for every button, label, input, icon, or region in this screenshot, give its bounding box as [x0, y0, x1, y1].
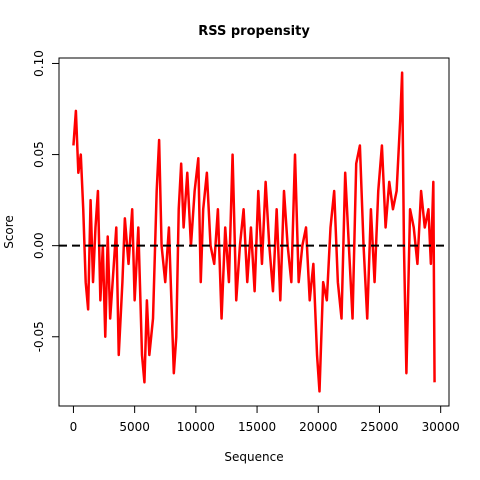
x-tick-label: 0: [70, 420, 78, 434]
x-tick-label: 20000: [299, 420, 337, 434]
x-tick-label: 15000: [238, 420, 276, 434]
y-tick-label: -0.05: [32, 321, 46, 352]
chart-title: RSS propensity: [198, 24, 310, 39]
y-tick-label: 0.00: [32, 232, 46, 259]
x-tick-label: 25000: [360, 420, 398, 434]
y-tick-label: 0.10: [32, 50, 46, 77]
y-axis-label: Score: [2, 215, 16, 249]
data-line: [72, 71, 436, 393]
x-tick-label: 10000: [177, 420, 215, 434]
x-axis-label: Sequence: [224, 450, 283, 464]
y-tick-label: 0.05: [32, 141, 46, 168]
plot-frame: [58, 57, 450, 407]
x-tick-label: 5000: [119, 420, 150, 434]
x-tick-label: 30000: [422, 420, 460, 434]
